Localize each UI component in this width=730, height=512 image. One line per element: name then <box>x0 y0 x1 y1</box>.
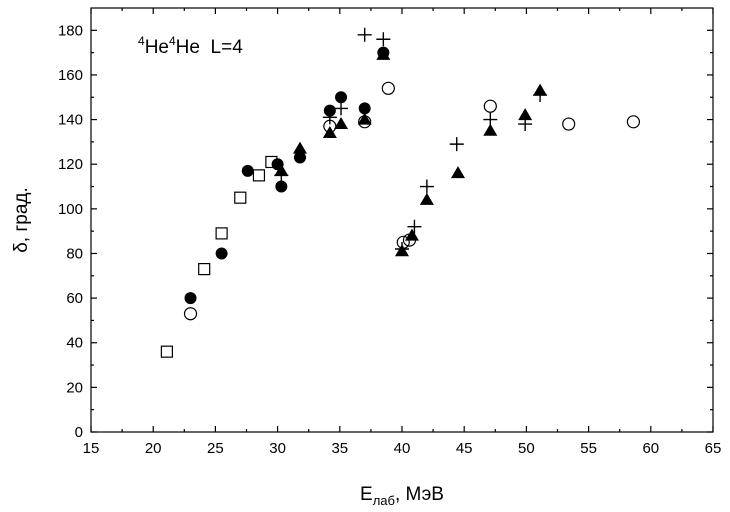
plus-point <box>518 117 533 132</box>
open-square-point <box>234 191 247 204</box>
plot-frame <box>90 7 714 433</box>
x-tick-label: 50 <box>518 440 535 457</box>
filled-triangle-point <box>404 228 419 241</box>
y-tick-label: 60 <box>66 290 83 307</box>
y-tick-label: 100 <box>58 201 83 218</box>
x-tick-label: 55 <box>580 440 597 457</box>
x-tick-label: 60 <box>642 440 659 457</box>
filled-triangle-point <box>419 192 434 205</box>
plus-point <box>334 101 349 116</box>
y-tick-label: 0 <box>75 424 83 441</box>
y-tick-label: 180 <box>58 22 83 39</box>
open-square-point <box>198 262 211 276</box>
filled-triangle-point <box>334 117 349 130</box>
filled-triangle-point <box>450 166 465 179</box>
filled-triangle-point <box>518 108 533 121</box>
plus-point <box>376 32 391 47</box>
plus-point <box>533 88 548 103</box>
open-circle-point <box>183 307 198 321</box>
plus-point <box>395 242 409 257</box>
open-circle-point <box>562 117 576 131</box>
filled-triangle-point <box>292 141 307 154</box>
y-tick-label: 40 <box>66 335 83 352</box>
filled-circle-point <box>275 180 288 193</box>
plus-point <box>449 137 464 152</box>
series-plus <box>274 27 548 257</box>
y-tick-label: 20 <box>66 379 83 396</box>
series-open-circle <box>183 81 640 321</box>
series-open-square <box>160 155 278 358</box>
plus-point <box>274 168 289 183</box>
open-circle-point <box>381 81 395 95</box>
open-square-point <box>215 227 228 240</box>
filled-circle-point <box>293 151 306 164</box>
y-tick-label: 80 <box>66 245 83 262</box>
open-circle-point <box>626 115 640 129</box>
plus-point <box>407 219 422 234</box>
filled-circle-point <box>241 164 254 177</box>
filled-circle-point <box>184 292 197 305</box>
x-tick-label: 65 <box>705 440 722 457</box>
open-circle-point <box>483 99 497 113</box>
series-filled-circle <box>184 46 390 305</box>
x-tick-label: 15 <box>83 440 100 457</box>
x-tick-label: 20 <box>145 440 162 457</box>
x-tick-label: 45 <box>456 440 473 457</box>
x-tick-label: 30 <box>269 440 286 457</box>
filled-triangle-point <box>483 123 498 136</box>
plus-point <box>322 110 337 125</box>
x-tick-label: 25 <box>207 440 224 457</box>
x-axis-label: Eлаб, МэВ <box>360 484 444 508</box>
open-square-point <box>160 345 173 358</box>
series-filled-triangle <box>274 47 548 257</box>
plus-point <box>357 27 372 42</box>
x-tick-label: 35 <box>331 440 348 457</box>
y-tick-label: 120 <box>58 156 83 173</box>
tick-marks <box>90 8 714 433</box>
filled-triangle-point <box>357 112 372 125</box>
filled-triangle-point <box>322 125 337 138</box>
plus-point <box>483 112 498 127</box>
open-square-point <box>252 169 266 182</box>
x-tick-label: 40 <box>394 440 411 457</box>
filled-triangle-point <box>376 47 391 60</box>
plot-annotation: 4He4He L=4 <box>138 34 243 58</box>
data-points <box>160 27 640 358</box>
filled-circle-point <box>335 91 348 104</box>
filled-circle-point <box>215 247 228 260</box>
tick-labels: 15 20 25 30 35 40 45 50 55 60 65 0 20 40 60 80 100 120 140… <box>58 22 721 457</box>
y-axis-label: δ, град. <box>11 187 32 253</box>
y-tick-label: 140 <box>58 112 83 129</box>
y-tick-label: 160 <box>58 67 83 84</box>
filled-circle-point <box>358 102 371 115</box>
plus-point <box>419 179 434 194</box>
